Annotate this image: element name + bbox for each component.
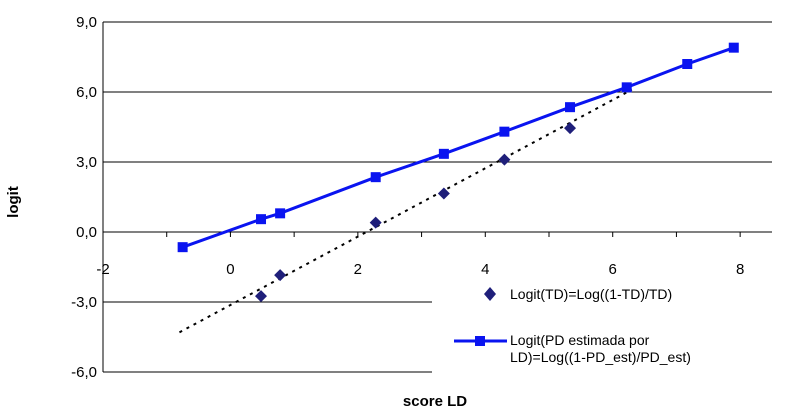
legend-label-pd-line2: LD)=Log((1-PD_est)/PD_est) [510,349,691,365]
square-marker [275,208,286,219]
diamond-marker [498,153,511,166]
y-tick-label: 6,0 [76,84,97,101]
y-tick-label: -6,0 [71,364,97,381]
x-tick-label: 2 [354,261,362,278]
y-tick-label: 3,0 [76,154,97,171]
legend-label-pd-line1: Logit(PD estimada por [510,332,650,348]
x-tick-label: 6 [609,261,617,278]
diamond-marker [255,290,268,303]
trendline [178,88,633,334]
y-axis-title: logit [5,186,22,218]
legend: Logit(TD)=Log((1-TD)/TD) Logit(PD estima… [432,282,778,374]
square-marker [499,126,510,137]
diamond-marker [564,122,577,135]
markers [177,42,739,303]
square-marker [177,242,188,253]
x-tick-label: 8 [736,261,744,278]
tick-labels: 9,0 6,0 3,0 0,0 -3,0 -6,0 -2 0 2 4 6 8 [71,14,744,381]
diamond-marker [274,269,287,282]
trendline-path [178,88,633,334]
square-marker [256,214,267,225]
x-tick-label: 0 [226,261,234,278]
y-tick-label: 9,0 [76,14,97,31]
axes [102,22,772,372]
square-marker [621,82,632,93]
y-tick-label: -3,0 [71,294,97,311]
series-estimated-polyline [182,46,735,249]
y-tick-label: 0,0 [76,224,97,241]
square-marker [565,102,576,113]
legend-label-td: Logit(TD)=Log((1-TD)/TD) [510,286,672,302]
x-tick-label: 4 [481,261,489,278]
x-tick-label: -2 [96,261,109,278]
square-marker [438,148,449,159]
square-marker [682,59,693,69]
diamond-marker [369,216,382,229]
diamond-marker [437,187,450,200]
series-estimated-line [182,46,735,249]
legend-marker-diamond [484,287,496,301]
x-axis-title: score LD [403,393,467,410]
square-marker [728,42,739,53]
legend-marker-square [475,336,485,346]
square-marker [370,172,381,183]
